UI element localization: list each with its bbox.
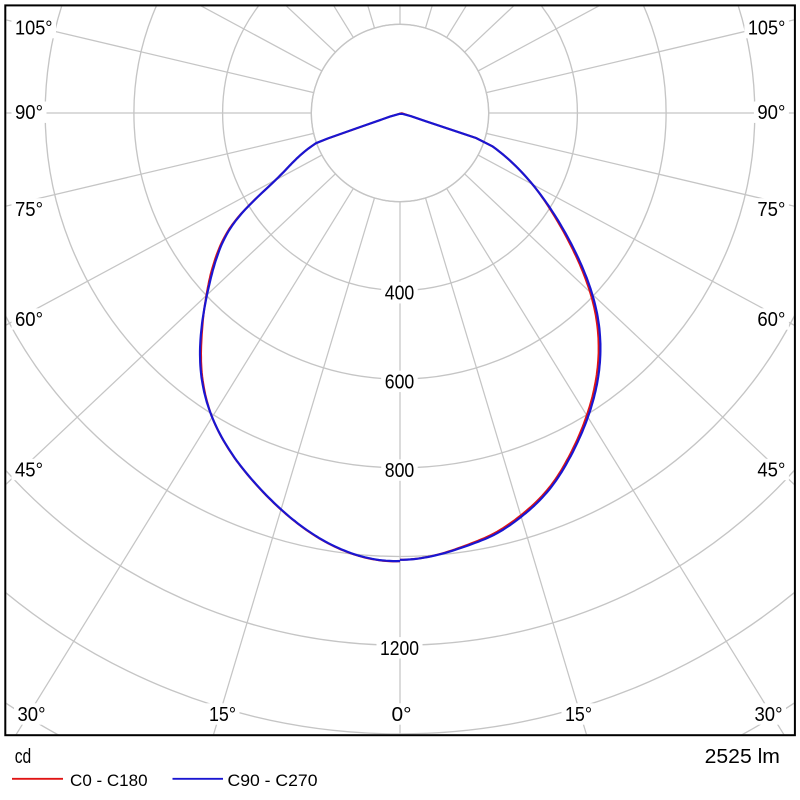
svg-text:75°: 75° (757, 199, 785, 221)
svg-text:90°: 90° (15, 102, 43, 124)
svg-text:60°: 60° (15, 309, 43, 331)
svg-text:45°: 45° (15, 460, 43, 482)
svg-text:90°: 90° (757, 102, 785, 124)
svg-text:C90 - C270: C90 - C270 (228, 771, 318, 790)
svg-text:C0 - C180: C0 - C180 (70, 771, 148, 790)
svg-text:15°: 15° (209, 704, 236, 726)
svg-text:2525 lm: 2525 lm (705, 746, 780, 768)
svg-text:600: 600 (385, 371, 415, 393)
svg-text:105°: 105° (748, 18, 786, 40)
svg-text:45°: 45° (757, 460, 785, 482)
svg-text:1200: 1200 (380, 638, 419, 660)
svg-text:30°: 30° (755, 704, 783, 726)
svg-text:60°: 60° (757, 309, 785, 331)
svg-text:400: 400 (385, 283, 415, 305)
svg-text:75°: 75° (15, 199, 43, 221)
svg-text:30°: 30° (18, 704, 46, 726)
svg-text:0°: 0° (392, 704, 412, 726)
svg-text:800: 800 (385, 460, 415, 482)
svg-text:105°: 105° (15, 18, 53, 40)
svg-text:cd: cd (15, 746, 32, 768)
svg-text:15°: 15° (565, 704, 592, 726)
